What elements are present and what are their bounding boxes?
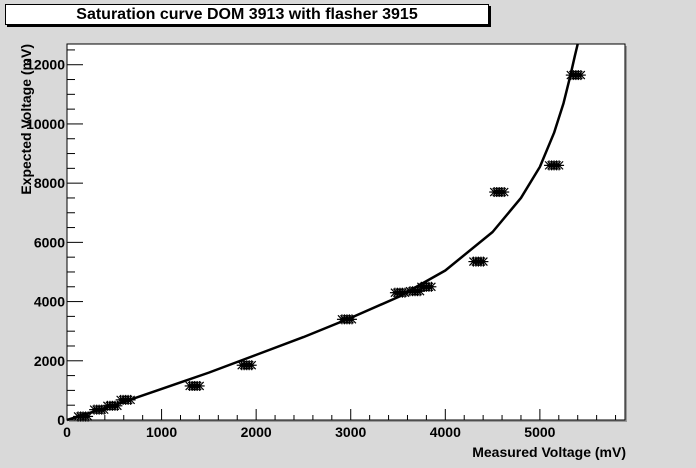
data-point-stroke bbox=[126, 395, 136, 405]
y-tick-label: 10000 bbox=[26, 116, 65, 132]
x-tick-label: 1000 bbox=[146, 424, 177, 440]
data-point bbox=[73, 411, 94, 422]
chart-title: Saturation curve DOM 3913 with flasher 3… bbox=[5, 4, 489, 25]
data-point bbox=[389, 287, 410, 298]
data-point-stroke bbox=[554, 160, 564, 170]
y-tick-label: 8000 bbox=[34, 175, 65, 191]
data-point bbox=[565, 70, 586, 81]
data-point bbox=[115, 394, 136, 405]
fit-curve bbox=[66, 43, 579, 422]
data-point bbox=[336, 314, 357, 325]
data-point-stroke bbox=[347, 314, 357, 324]
y-tick-label: 2000 bbox=[34, 353, 65, 369]
data-point bbox=[236, 360, 257, 371]
data-point bbox=[544, 160, 565, 171]
x-axis-title: Measured Voltage (mV) bbox=[472, 444, 626, 460]
data-points-layer bbox=[73, 70, 586, 422]
data-point bbox=[416, 281, 437, 292]
plot-area bbox=[66, 43, 626, 421]
y-axis-title: Expected Voltage (mV) bbox=[18, 44, 34, 195]
axes-layer: 0 1000 2000 3000 4000 5000 0 2000 4000 6000 8000 10… bbox=[26, 49, 617, 440]
data-point-stroke bbox=[400, 288, 410, 298]
data-point-stroke bbox=[247, 360, 257, 370]
fit-curve-layer bbox=[66, 43, 579, 422]
data-point-stroke bbox=[426, 282, 436, 292]
data-point bbox=[184, 380, 205, 391]
data-point-stroke bbox=[195, 381, 205, 391]
y-tick-label: 4000 bbox=[34, 294, 65, 310]
data-point-stroke bbox=[499, 187, 509, 197]
data-point bbox=[468, 256, 489, 267]
data-point bbox=[489, 187, 510, 198]
x-tick-label: 3000 bbox=[335, 424, 366, 440]
x-tick-label: 0 bbox=[63, 424, 71, 440]
x-tick-label: 2000 bbox=[241, 424, 272, 440]
data-point-stroke bbox=[576, 70, 586, 80]
data-point bbox=[102, 400, 123, 411]
x-tick-label: 5000 bbox=[524, 424, 555, 440]
y-tick-label: 6000 bbox=[34, 234, 65, 250]
y-tick-label: 12000 bbox=[26, 57, 65, 73]
x-tick-label: 4000 bbox=[430, 424, 461, 440]
data-point-stroke bbox=[478, 257, 488, 267]
y-tick-label: 0 bbox=[57, 412, 65, 428]
